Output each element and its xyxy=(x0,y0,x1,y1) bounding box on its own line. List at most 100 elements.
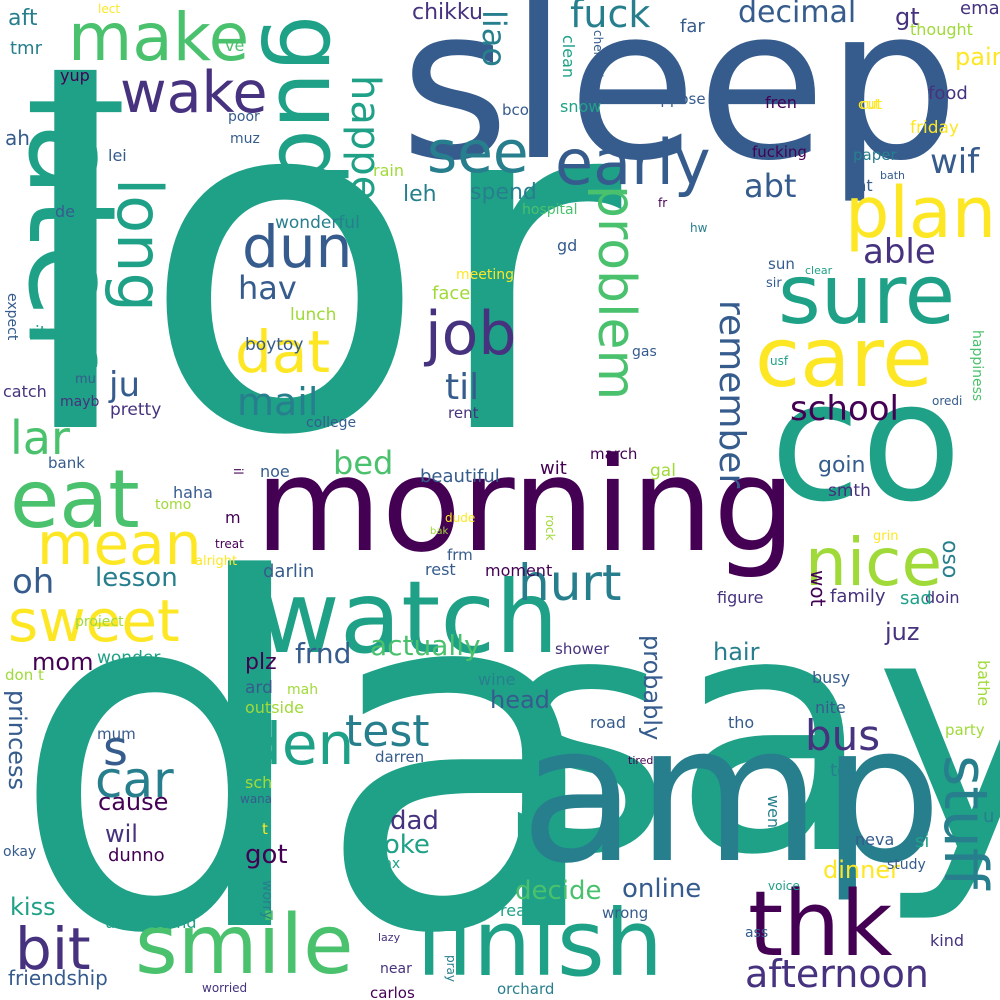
word-busy: busy xyxy=(812,668,851,687)
word-morning: morning xyxy=(255,429,796,581)
word-cut: cut xyxy=(858,97,881,113)
word-decide: decide xyxy=(515,876,602,906)
word-sleep: sleep xyxy=(400,0,960,207)
word-lor: lor xyxy=(10,0,622,538)
word-mom: mom xyxy=(32,648,94,676)
word-bank: bank xyxy=(48,454,85,472)
word-meeting: meeting xyxy=(456,267,515,283)
word-see: see xyxy=(427,118,529,186)
word-actually: actually xyxy=(370,629,481,662)
word-gt: gt xyxy=(895,3,920,31)
word-far: far xyxy=(680,16,705,37)
word-happiness: happiness xyxy=(969,330,985,402)
word-march: march xyxy=(590,445,638,463)
word-paper: paper xyxy=(853,146,897,164)
word-m: m xyxy=(225,508,241,527)
word-happen: happen xyxy=(342,75,388,226)
word-doin: doin xyxy=(925,588,960,607)
word-co: co xyxy=(770,346,962,538)
word-care: care xyxy=(755,311,933,406)
word-lar: lar xyxy=(10,411,70,465)
word-fr: fr xyxy=(658,196,668,210)
word-ass: ass xyxy=(745,925,769,941)
word-job: job xyxy=(425,299,517,369)
word-princess: princess xyxy=(3,690,31,790)
word-eat: eat xyxy=(10,453,140,546)
word-orchard: orchard xyxy=(497,980,555,998)
word-finish: finish xyxy=(415,890,664,997)
word-il: il xyxy=(231,468,245,475)
word-gal: gal xyxy=(650,461,676,481)
word-lesson: lesson xyxy=(95,563,178,593)
word-nite: nite xyxy=(815,698,846,717)
word-plz: plz xyxy=(245,650,277,675)
word-stuff: stuff xyxy=(930,755,1000,890)
word-noe: noe xyxy=(260,462,290,481)
word-aft: aft xyxy=(8,6,38,31)
word-study: study xyxy=(887,857,926,873)
word-okay: okay xyxy=(3,844,37,860)
word-pain: pain xyxy=(955,43,1000,71)
word-tht: tht xyxy=(850,176,873,195)
word-mail: mail xyxy=(237,380,319,424)
word-rock: rock xyxy=(543,515,557,541)
word-afternoon: afternoon xyxy=(745,952,929,996)
word-u: u xyxy=(983,806,995,827)
word-ju: ju xyxy=(109,365,140,405)
word-long: long xyxy=(103,178,176,312)
word-frm: frm xyxy=(447,546,473,564)
word-dunno: dunno xyxy=(108,845,165,866)
word-tho: tho xyxy=(728,713,755,732)
word-cut: cut xyxy=(860,97,883,113)
word-mah: mah xyxy=(287,682,319,698)
word-project: project xyxy=(75,614,124,630)
word-wana: wana xyxy=(240,792,273,806)
word-face: face xyxy=(432,283,471,304)
word-clean: clean xyxy=(559,35,578,79)
word-boytoy: boytoy xyxy=(245,335,304,355)
word-abt: abt xyxy=(744,167,797,205)
word-school: school xyxy=(790,389,900,429)
word-head: head xyxy=(490,686,550,714)
word-kind: kind xyxy=(930,931,965,950)
word-family: family xyxy=(830,586,886,607)
word-carlos: carlos xyxy=(370,984,415,1000)
word-probably: probably xyxy=(638,635,666,741)
word-worry: worry xyxy=(259,880,275,920)
word-sch: sch xyxy=(245,773,273,792)
word-wine: wine xyxy=(478,670,516,689)
word-frnd: frnd xyxy=(295,637,352,670)
word-bit: bit xyxy=(15,915,91,983)
word-early: early xyxy=(555,126,711,199)
word-reason: reason xyxy=(500,901,555,920)
word-bath: bath xyxy=(880,169,906,182)
word-thanx: thanx xyxy=(360,856,401,872)
word-later: later xyxy=(1,90,140,368)
word-beautiful: beautiful xyxy=(420,466,500,487)
word-catch: catch xyxy=(3,382,47,401)
word-mean: mean xyxy=(37,510,202,578)
word-smile: smile xyxy=(135,898,354,993)
word-friendship: friendship xyxy=(8,966,108,990)
word-fucking: fucking xyxy=(752,143,807,161)
word-wit: wit xyxy=(540,458,567,479)
word-lect: lect xyxy=(98,2,121,16)
word-da: da xyxy=(10,480,609,1000)
word-nice: nice xyxy=(805,524,943,601)
word-t: t xyxy=(262,820,268,838)
word-darren: darren xyxy=(375,748,425,766)
word-bak: bak xyxy=(430,526,449,537)
word-bathe: bathe xyxy=(974,660,993,707)
word-make: make xyxy=(68,0,250,76)
word-liao: liao xyxy=(475,10,513,67)
word-poor: poor xyxy=(228,109,260,125)
word-oso: oso xyxy=(937,540,962,579)
word-say: say xyxy=(500,543,1000,927)
word-gud: gud xyxy=(258,15,363,187)
word-amp: amp xyxy=(520,684,943,905)
word-til: til xyxy=(445,367,480,408)
word-smth: smth xyxy=(828,481,871,501)
word-sun: sun xyxy=(768,255,795,273)
word-grin: grin xyxy=(873,529,899,544)
word-hw: hw xyxy=(690,221,708,235)
